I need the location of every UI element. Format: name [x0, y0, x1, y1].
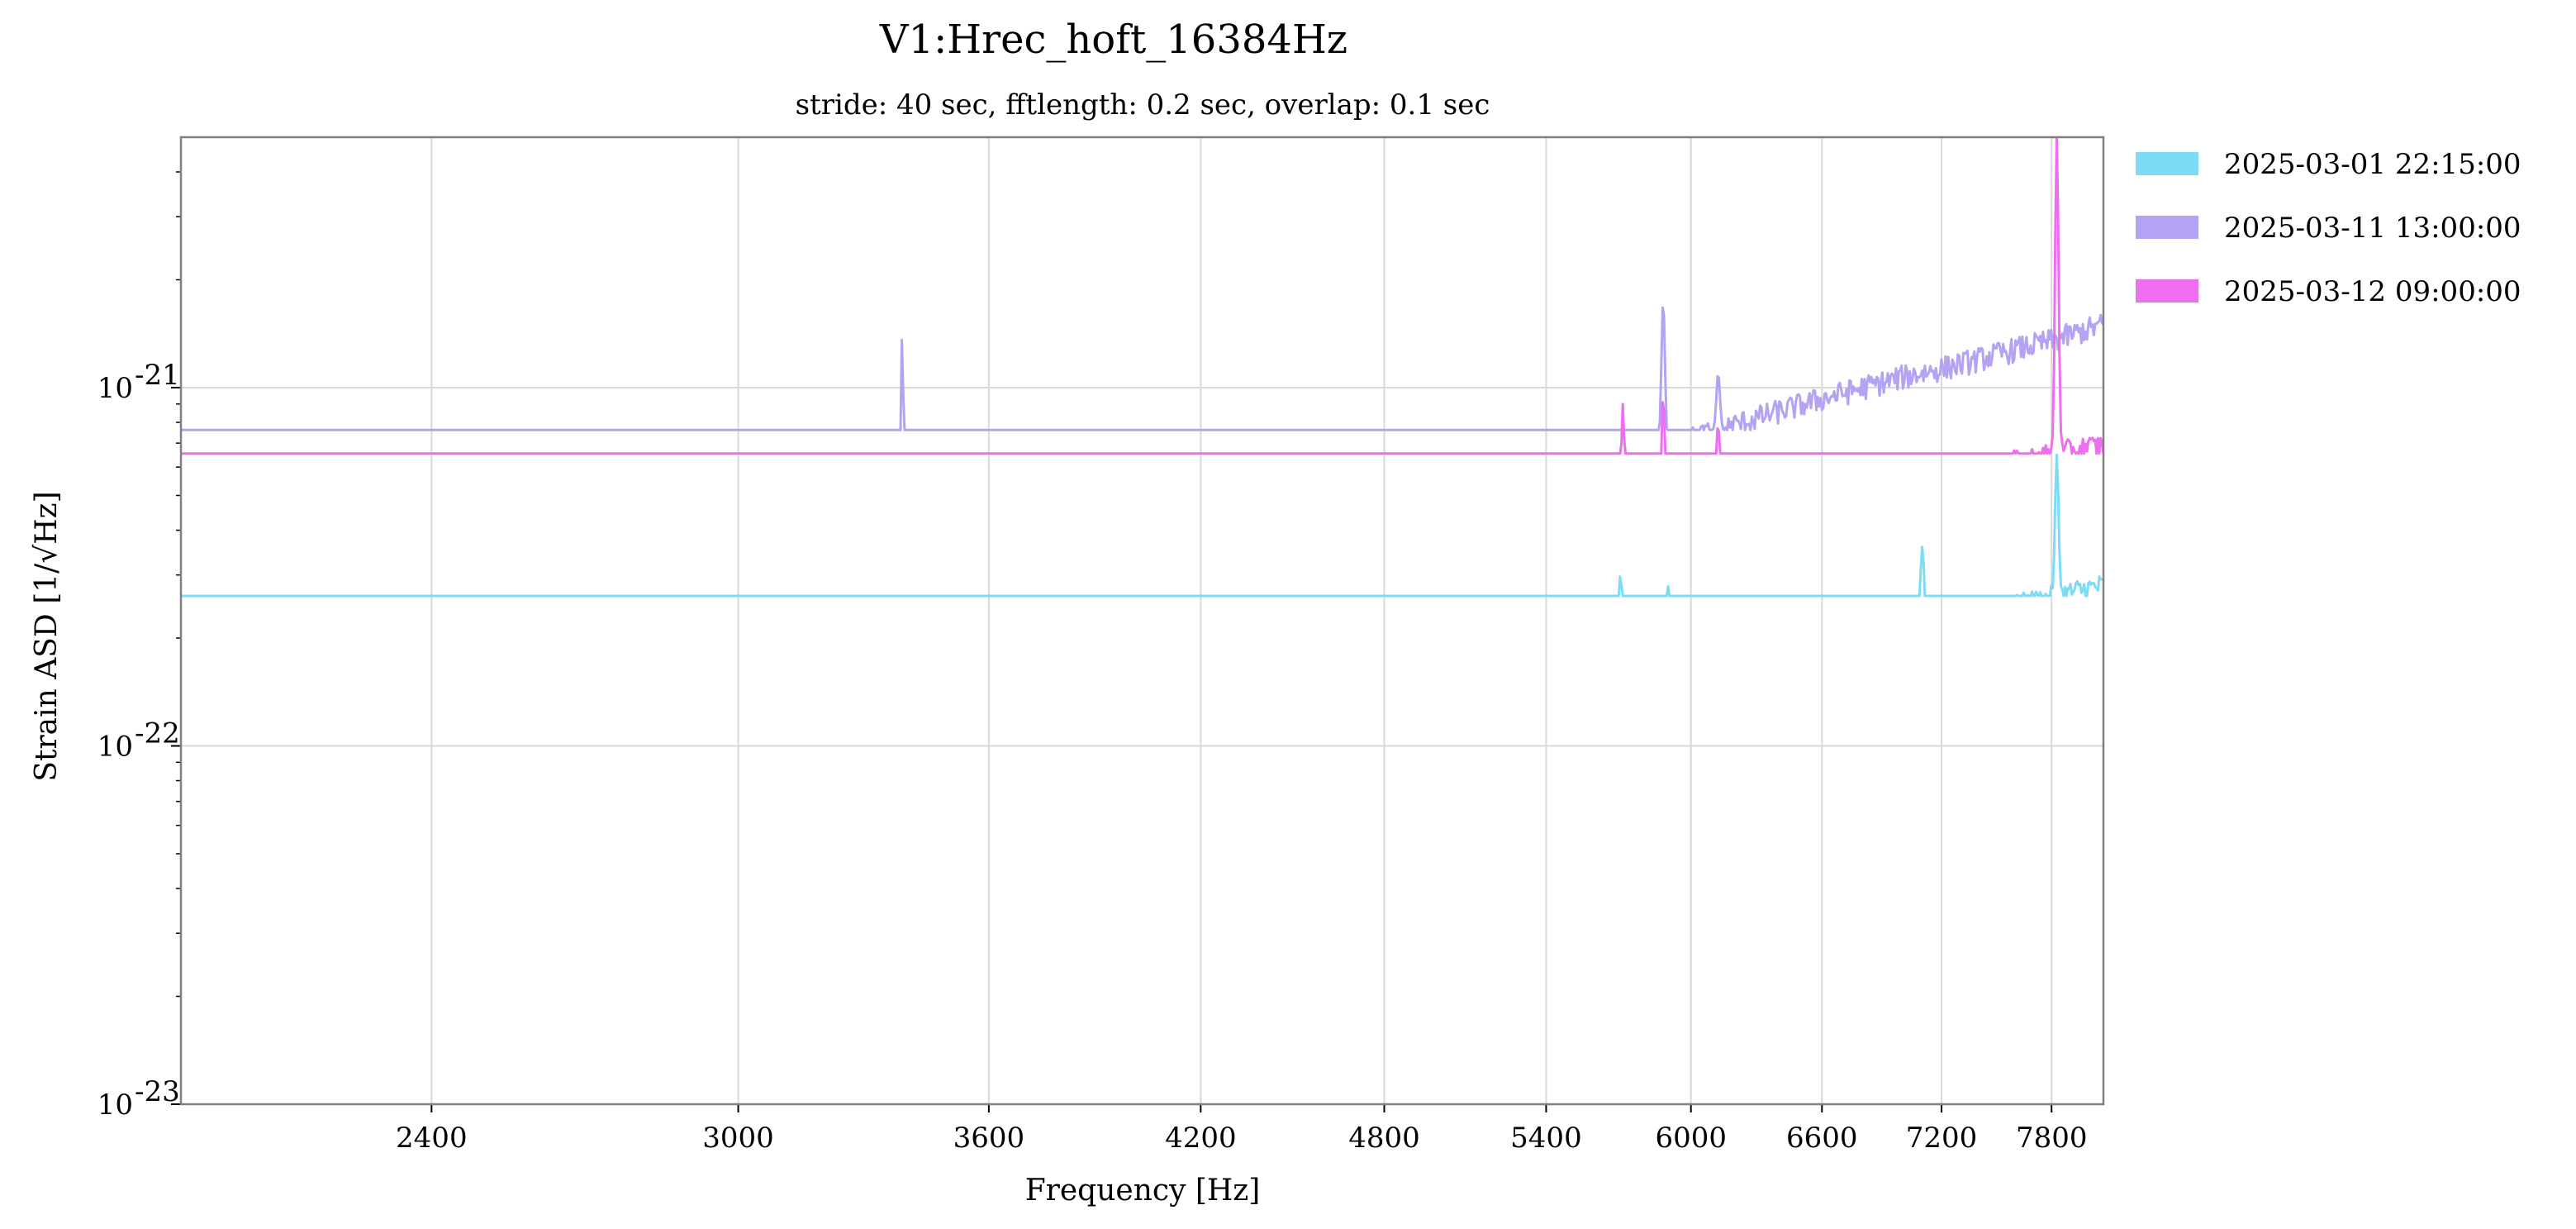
legend: 2025-03-01 22:15:00 2025-03-11 13:00:00 20… [2136, 148, 2521, 308]
series-line-2 [181, 306, 2103, 431]
y-tick-exponent: -21 [135, 359, 180, 392]
x-tick-label: 7800 [2016, 1122, 2088, 1155]
x-tick-label: 7200 [1906, 1122, 1978, 1155]
x-tick-label: 3000 [702, 1122, 774, 1155]
plot-frame [179, 136, 2105, 1106]
legend-swatch [2136, 216, 2198, 239]
legend-swatch [2136, 279, 2198, 302]
axes: 2400 3000 3600 4200 4800 5400 6000 6600 7200 7800… [97, 136, 2105, 1155]
y-tick-label: 10 [97, 1088, 133, 1122]
x-tick-label: 5400 [1510, 1122, 1582, 1155]
x-tick-label: 6000 [1655, 1122, 1727, 1155]
x-tick-label: 6600 [1786, 1122, 1858, 1155]
chart-subtitle: stride: 40 sec, fftlength: 0.2 sec, over… [796, 88, 1490, 121]
series-line-3 [181, 137, 2103, 455]
legend-swatch [2136, 152, 2198, 175]
x-tick-label: 4800 [1348, 1122, 1420, 1155]
y-tick-label: 10 [97, 372, 133, 405]
y-tick-exponent: -23 [135, 1075, 180, 1108]
y-tick-label: 10 [97, 731, 133, 764]
grid-lines [181, 137, 2103, 1105]
y-axis-label: Strain ASD [1/√Hz] [30, 491, 64, 781]
x-tick-label: 4200 [1165, 1122, 1237, 1155]
legend-label: 2025-03-12 09:00:00 [2224, 275, 2521, 308]
chart-title: V1:Hrec_hoft_16384Hz [879, 17, 1347, 63]
legend-label: 2025-03-11 13:00:00 [2224, 212, 2521, 245]
x-tick-label: 3600 [953, 1122, 1025, 1155]
plot-area [181, 137, 2103, 598]
y-tick-exponent: -22 [135, 717, 180, 750]
legend-label: 2025-03-01 22:15:00 [2224, 148, 2521, 181]
series-line-1 [181, 453, 2103, 598]
x-tick-label: 2400 [396, 1122, 468, 1155]
x-axis-label: Frequency [Hz] [1025, 1174, 1261, 1208]
